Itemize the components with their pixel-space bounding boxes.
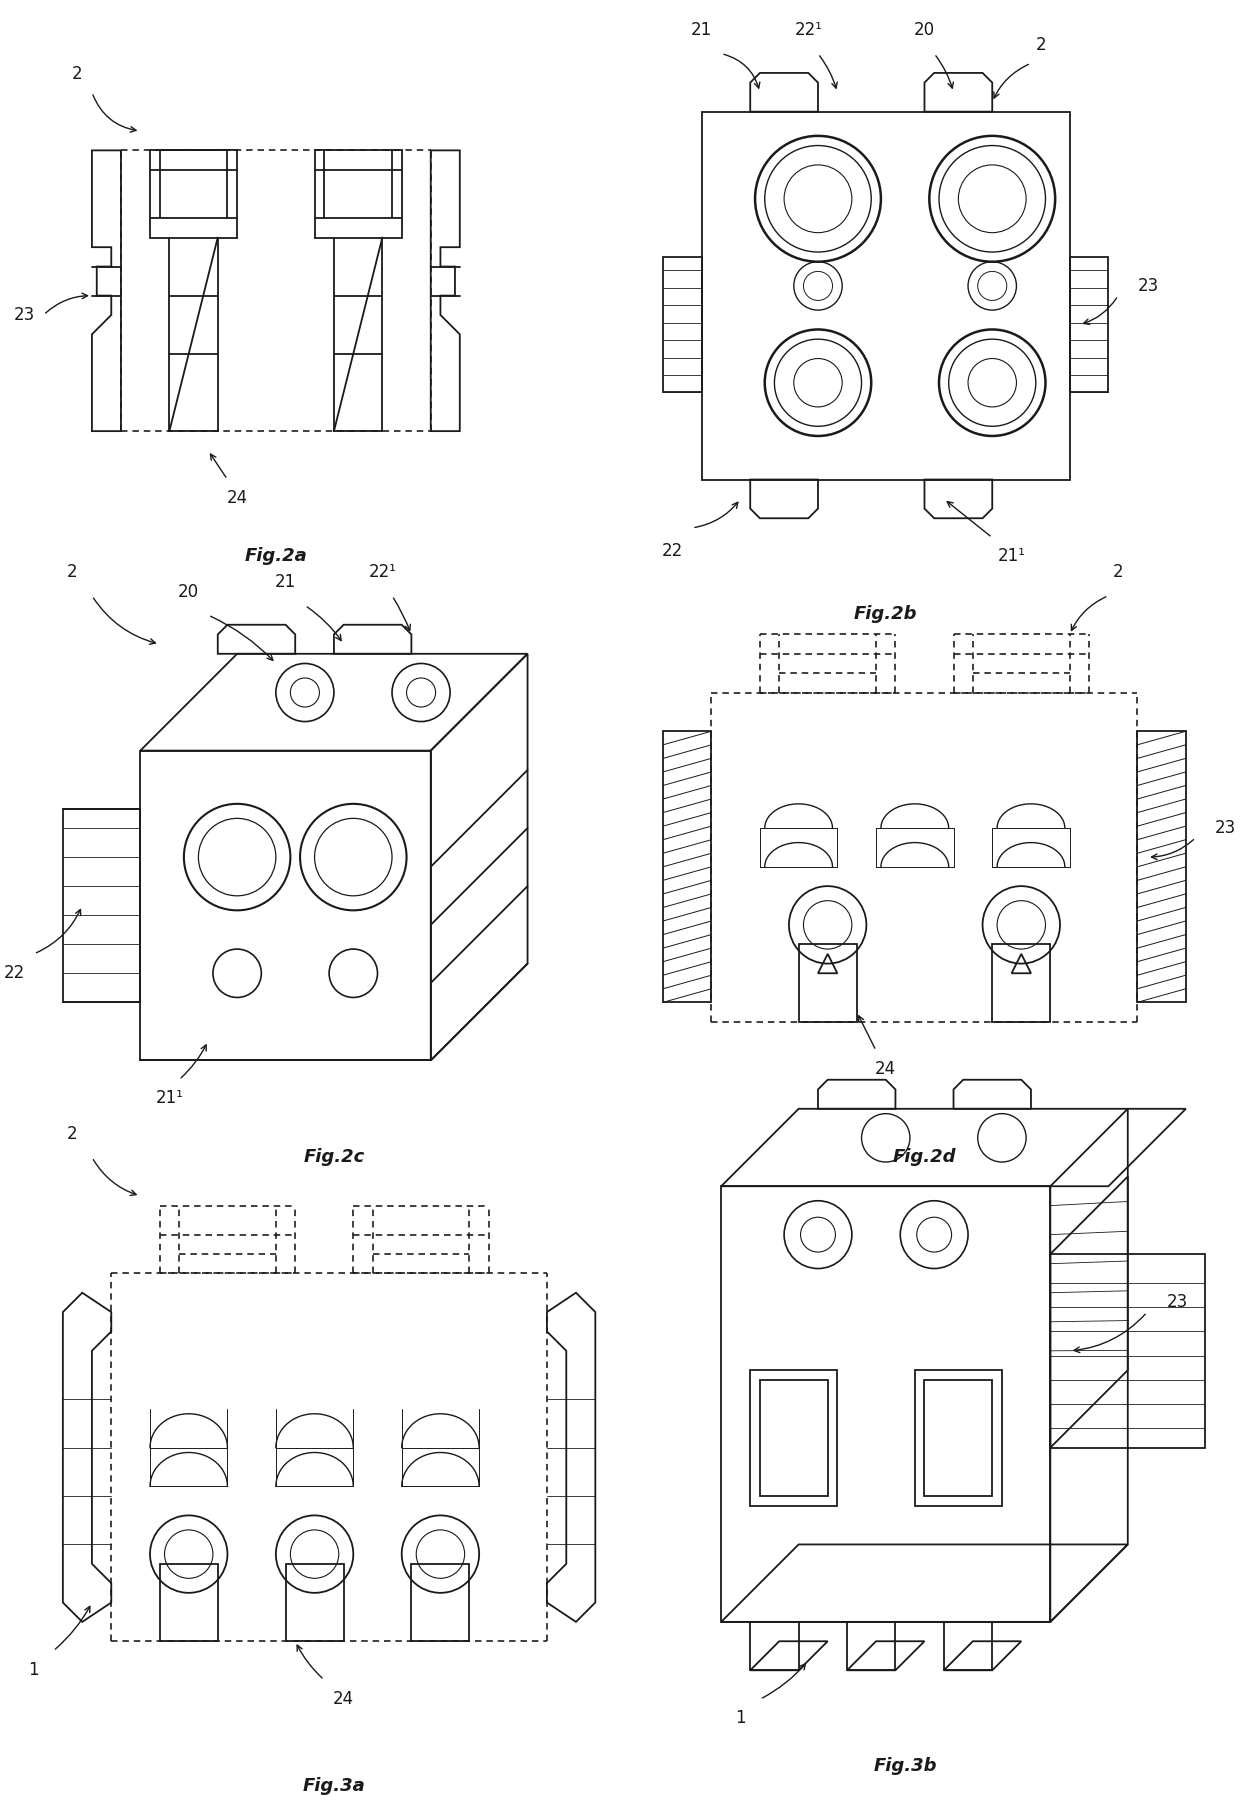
Bar — [750, 1370, 837, 1506]
Text: Fig.2d: Fig.2d — [893, 1148, 956, 1166]
Text: 2: 2 — [1112, 564, 1123, 582]
Text: 22¹: 22¹ — [368, 564, 397, 582]
Bar — [663, 256, 702, 393]
Bar — [760, 1381, 827, 1495]
Text: 22: 22 — [4, 964, 25, 982]
Bar — [412, 1564, 470, 1641]
Text: Fig.3b: Fig.3b — [873, 1757, 937, 1775]
Text: 2: 2 — [67, 564, 78, 582]
Bar — [915, 1370, 1002, 1506]
Bar — [285, 1564, 343, 1641]
Text: 23: 23 — [14, 306, 35, 324]
Bar — [702, 111, 1070, 480]
Text: 24: 24 — [334, 1690, 355, 1708]
Bar — [799, 944, 857, 1022]
Bar — [722, 1186, 1050, 1623]
Text: 21: 21 — [691, 22, 713, 38]
Text: 21¹: 21¹ — [998, 548, 1025, 566]
Text: 21: 21 — [275, 573, 296, 591]
Text: 2: 2 — [67, 1124, 78, 1142]
Bar — [1050, 1253, 1205, 1448]
Bar — [944, 1623, 992, 1670]
Text: 2: 2 — [1035, 36, 1047, 53]
Text: 20: 20 — [179, 582, 200, 600]
Text: 20: 20 — [914, 22, 935, 38]
Bar — [847, 1623, 895, 1670]
Text: 22: 22 — [662, 542, 683, 560]
Text: 2: 2 — [72, 65, 83, 82]
Bar — [925, 1381, 992, 1495]
Text: Fig.2a: Fig.2a — [244, 548, 308, 566]
Text: 1: 1 — [29, 1661, 40, 1679]
Text: Fig.2c: Fig.2c — [304, 1148, 365, 1166]
Bar — [992, 944, 1050, 1022]
Text: 23: 23 — [1167, 1293, 1188, 1311]
Text: 21¹: 21¹ — [155, 1090, 184, 1108]
Text: Fig.3a: Fig.3a — [303, 1777, 366, 1795]
Bar — [663, 731, 712, 1002]
Text: 24: 24 — [875, 1060, 897, 1079]
Text: 23: 23 — [1215, 819, 1236, 837]
Text: Fig.2b: Fig.2b — [854, 606, 918, 624]
Bar — [1137, 731, 1185, 1002]
Text: 24: 24 — [227, 489, 248, 508]
Text: 1: 1 — [735, 1710, 745, 1726]
Text: 23: 23 — [1137, 276, 1158, 295]
Bar — [750, 1623, 799, 1670]
Text: 22¹: 22¹ — [795, 22, 822, 38]
Bar — [160, 1564, 218, 1641]
Bar — [1070, 256, 1109, 393]
